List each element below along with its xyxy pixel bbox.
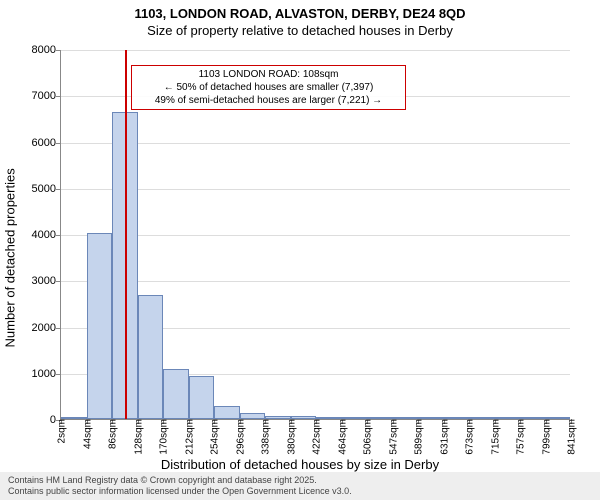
- histogram-bar: [138, 295, 164, 419]
- annotation-box: 1103 LONDON ROAD: 108sqm← 50% of detache…: [131, 65, 406, 110]
- xtick-label: 254sqm: [208, 419, 221, 455]
- xtick-label: 547sqm: [386, 419, 399, 455]
- footer-line2: Contains public sector information licen…: [8, 486, 592, 497]
- xtick-label: 128sqm: [131, 419, 144, 455]
- histogram-bar: [367, 417, 393, 419]
- xtick-label: 212sqm: [182, 419, 195, 455]
- xtick-label: 464sqm: [335, 419, 348, 455]
- y-axis-label: Number of detached properties: [3, 168, 18, 347]
- chart-container: 1103, LONDON ROAD, ALVASTON, DERBY, DE24…: [0, 0, 600, 500]
- histogram-bar: [468, 417, 494, 419]
- gridline: [61, 50, 570, 51]
- histogram-bar: [214, 406, 240, 419]
- xtick-label: 380sqm: [284, 419, 297, 455]
- histogram-bar: [342, 417, 368, 419]
- xtick-label: 44sqm: [80, 419, 93, 449]
- xtick-label: 589sqm: [412, 419, 425, 455]
- xtick-label: 296sqm: [233, 419, 246, 455]
- xtick-label: 170sqm: [157, 419, 170, 455]
- histogram-bar: [291, 416, 317, 419]
- histogram-bar: [189, 376, 215, 419]
- ytick-label: 5000: [32, 183, 61, 195]
- xtick-label: 841sqm: [565, 419, 578, 455]
- x-axis-label: Distribution of detached houses by size …: [0, 457, 600, 472]
- xtick-label: 86sqm: [106, 419, 119, 449]
- ytick-label: 8000: [32, 44, 61, 56]
- title-line2: Size of property relative to detached ho…: [0, 23, 600, 38]
- xtick-label: 631sqm: [437, 419, 450, 455]
- histogram-bar: [417, 417, 443, 419]
- ytick-label: 4000: [32, 229, 61, 241]
- histogram-bar: [494, 417, 520, 419]
- histogram-bar: [545, 417, 571, 419]
- histogram-bar: [61, 417, 87, 419]
- ytick-label: 2000: [32, 322, 61, 334]
- ytick-label: 3000: [32, 275, 61, 287]
- annotation-line: 1103 LONDON ROAD: 108sqm: [138, 68, 399, 81]
- histogram-bar: [316, 417, 342, 419]
- annotation-line: 49% of semi-detached houses are larger (…: [138, 94, 399, 107]
- xtick-label: 2sqm: [55, 419, 68, 443]
- xtick-label: 757sqm: [514, 419, 527, 455]
- plot-area: 0100020003000400050006000700080002sqm44s…: [60, 50, 570, 420]
- xtick-label: 799sqm: [539, 419, 552, 455]
- histogram-bar: [392, 417, 418, 419]
- marker-line: [125, 50, 127, 419]
- xtick-label: 338sqm: [259, 419, 272, 455]
- title-line1: 1103, LONDON ROAD, ALVASTON, DERBY, DE24…: [0, 6, 600, 21]
- xtick-label: 506sqm: [361, 419, 374, 455]
- annotation-line: ← 50% of detached houses are smaller (7,…: [138, 81, 399, 94]
- histogram-bar: [240, 413, 266, 419]
- histogram-bar: [163, 369, 189, 419]
- xtick-label: 715sqm: [488, 419, 501, 455]
- histogram-bar: [443, 417, 469, 419]
- histogram-bar: [265, 416, 291, 419]
- histogram-bar: [87, 233, 113, 419]
- title-block: 1103, LONDON ROAD, ALVASTON, DERBY, DE24…: [0, 0, 600, 38]
- ytick-label: 1000: [32, 368, 61, 380]
- ytick-label: 6000: [32, 137, 61, 149]
- footer-line1: Contains HM Land Registry data © Crown c…: [8, 475, 592, 486]
- xtick-label: 422sqm: [310, 419, 323, 455]
- xtick-label: 673sqm: [463, 419, 476, 455]
- ytick-label: 7000: [32, 90, 61, 102]
- footer: Contains HM Land Registry data © Crown c…: [0, 472, 600, 500]
- histogram-bar: [519, 417, 545, 419]
